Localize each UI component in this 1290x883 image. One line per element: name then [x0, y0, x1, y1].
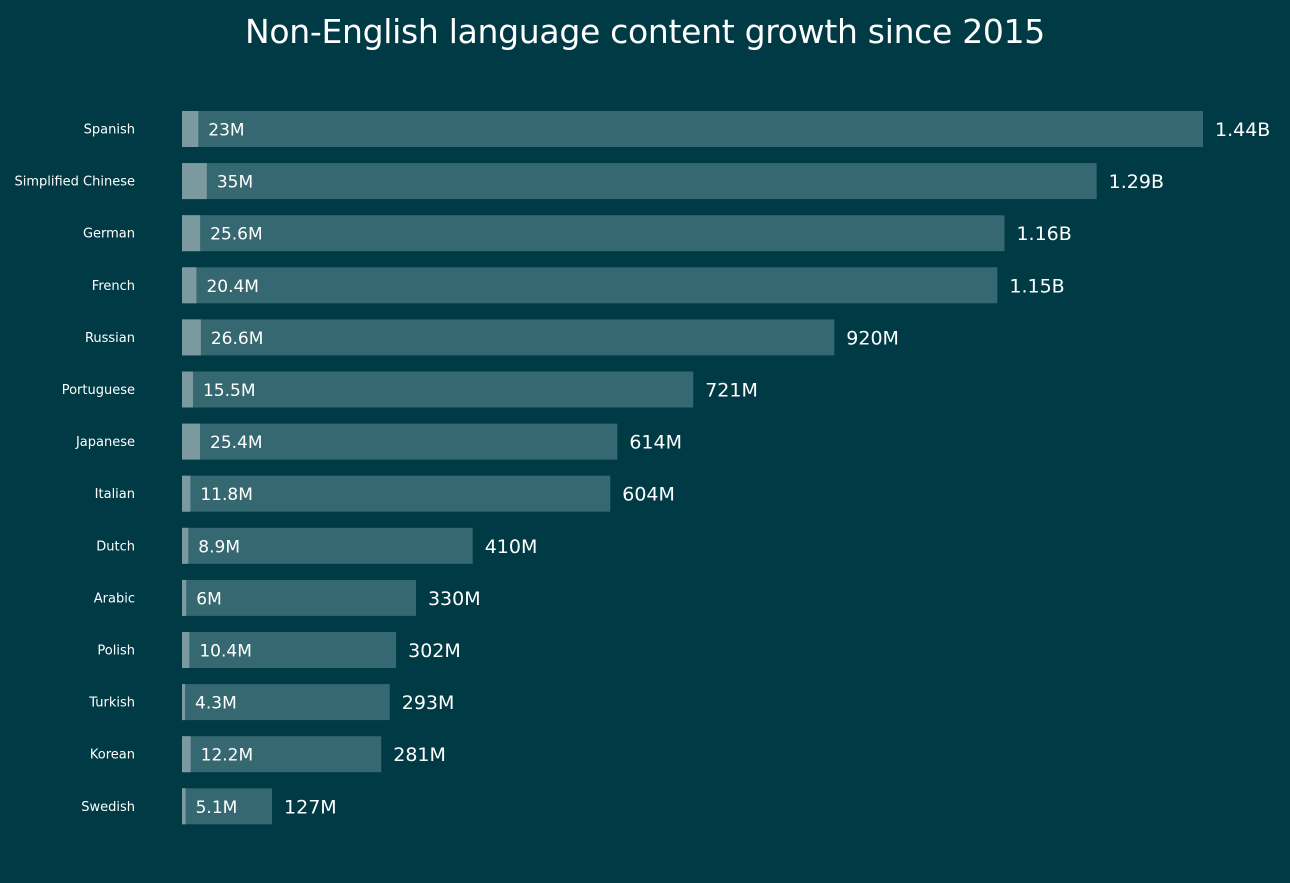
total-value-label: 920M: [846, 327, 899, 349]
bar-base: [182, 163, 207, 200]
bar-total: [182, 111, 1203, 147]
category-label: Arabic: [94, 591, 135, 606]
total-value-label: 127M: [284, 796, 337, 818]
base-value-label: 35M: [217, 173, 253, 193]
total-value-label: 410M: [485, 536, 538, 558]
bar-total: [182, 371, 694, 408]
bar-total: [182, 475, 611, 512]
base-value-label: 15.5M: [203, 381, 256, 401]
total-value-label: 1.44B: [1215, 119, 1270, 141]
bar-base: [182, 319, 201, 356]
category-label: Russian: [85, 331, 135, 346]
base-value-label: 23M: [208, 121, 244, 141]
total-value-label: 330M: [428, 588, 481, 610]
base-value-label: 6M: [196, 589, 221, 609]
total-value-label: 281M: [393, 744, 446, 766]
category-label: French: [92, 279, 135, 294]
category-label: Dutch: [96, 539, 135, 554]
total-value-label: 1.15B: [1009, 275, 1064, 297]
bar-total: [182, 579, 416, 616]
base-value-label: 25.6M: [210, 225, 263, 245]
base-value-label: 20.4M: [206, 277, 259, 297]
bar-total: [182, 788, 273, 825]
base-value-label: 5.1M: [196, 798, 238, 818]
bars-group: Spanish 23M 1.44B Simplified Chinese 35M 1.29…: [14, 111, 1270, 825]
bar-total: [182, 215, 1005, 252]
total-value-label: 1.16B: [1016, 223, 1071, 245]
category-label: German: [83, 227, 135, 242]
bar-total: [182, 632, 397, 668]
category-label: Japanese: [75, 435, 135, 450]
total-value-label: 1.29B: [1109, 171, 1164, 193]
total-value-label: 302M: [408, 640, 461, 662]
category-label: Swedish: [81, 800, 135, 815]
bar-base: [182, 684, 186, 721]
total-value-label: 604M: [622, 484, 675, 506]
category-label: Portuguese: [62, 383, 135, 398]
bar-base: [182, 423, 201, 460]
bar-base: [182, 788, 186, 825]
bar-base: [182, 111, 199, 147]
bar-total: [182, 527, 473, 564]
chart-title: Non-English language content growth sinc…: [244, 12, 1046, 51]
category-label: Spanish: [84, 123, 135, 138]
category-label: Turkish: [88, 696, 135, 711]
base-value-label: 8.9M: [198, 537, 240, 557]
bar-base: [182, 632, 190, 668]
bar-base: [182, 736, 191, 773]
base-value-label: 10.4M: [199, 642, 252, 662]
base-value-label: 12.2M: [201, 746, 254, 766]
bar-total: [182, 423, 618, 460]
category-label: Korean: [90, 748, 135, 763]
bar-base: [182, 371, 193, 408]
bar-total: [182, 267, 998, 304]
bar-base: [182, 475, 191, 512]
base-value-label: 25.4M: [210, 433, 263, 453]
base-value-label: 4.3M: [195, 694, 237, 714]
bar-base: [182, 215, 201, 252]
base-value-label: 11.8M: [200, 485, 253, 505]
bar-total: [182, 319, 835, 356]
total-value-label: 614M: [629, 432, 682, 454]
bar-total: [182, 736, 382, 773]
total-value-label: 721M: [705, 380, 758, 402]
bar-base: [182, 267, 197, 304]
bar-base: [182, 579, 187, 616]
base-value-label: 26.6M: [211, 329, 264, 349]
bar-total: [182, 684, 390, 721]
category-label: Simplified Chinese: [14, 175, 135, 190]
category-label: Polish: [97, 644, 135, 659]
bar-base: [182, 527, 189, 564]
bar-total: [182, 163, 1097, 200]
category-label: Italian: [95, 487, 135, 502]
total-value-label: 293M: [402, 692, 455, 714]
